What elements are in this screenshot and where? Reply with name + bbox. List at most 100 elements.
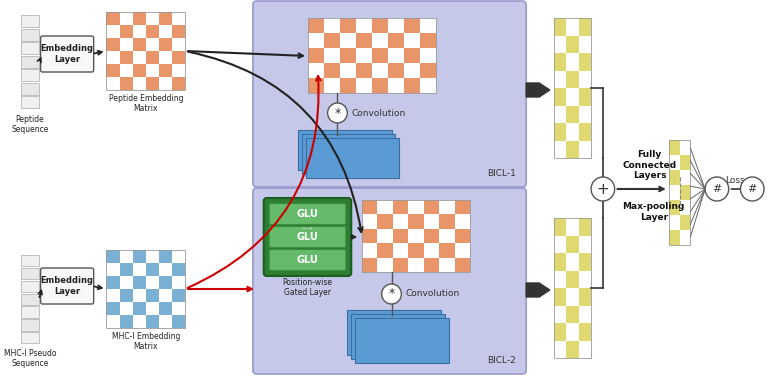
Bar xyxy=(172,302,185,315)
Bar xyxy=(566,53,578,70)
Bar xyxy=(133,315,146,328)
Bar xyxy=(393,229,409,243)
Bar xyxy=(133,276,146,289)
Bar xyxy=(409,243,424,258)
Bar xyxy=(424,215,439,229)
Bar xyxy=(669,140,680,155)
Bar xyxy=(362,229,378,243)
Bar xyxy=(554,70,566,88)
Bar xyxy=(308,33,324,48)
Circle shape xyxy=(705,177,729,201)
Bar xyxy=(578,305,591,323)
Bar xyxy=(372,78,388,93)
Bar xyxy=(578,123,591,141)
Bar xyxy=(566,218,578,235)
Bar xyxy=(388,33,404,48)
Bar xyxy=(554,218,566,235)
Bar xyxy=(356,63,372,78)
Bar xyxy=(146,77,159,90)
Bar xyxy=(554,141,566,158)
Bar xyxy=(578,253,591,271)
Bar xyxy=(107,38,120,51)
Bar xyxy=(324,18,340,33)
Bar xyxy=(669,230,680,245)
Bar xyxy=(21,56,38,68)
Bar xyxy=(21,69,38,81)
Bar xyxy=(133,263,146,276)
Bar xyxy=(362,258,378,272)
Bar xyxy=(133,38,146,51)
FancyBboxPatch shape xyxy=(253,188,526,374)
Bar xyxy=(107,64,120,77)
Bar xyxy=(372,33,388,48)
Bar xyxy=(21,319,38,330)
Bar xyxy=(455,200,470,215)
Bar xyxy=(455,229,470,243)
Bar xyxy=(159,302,172,315)
Bar xyxy=(133,289,146,302)
Bar xyxy=(340,48,356,63)
Bar xyxy=(21,332,38,343)
Bar xyxy=(21,255,38,266)
Bar xyxy=(439,229,455,243)
Bar xyxy=(388,18,404,33)
Bar xyxy=(566,271,578,288)
Bar xyxy=(424,200,439,215)
Bar xyxy=(554,105,566,123)
Bar xyxy=(455,215,470,229)
Bar xyxy=(578,271,591,288)
Bar xyxy=(424,243,439,258)
Bar xyxy=(566,70,578,88)
Bar xyxy=(356,78,372,93)
Bar xyxy=(172,315,185,328)
Bar xyxy=(172,25,185,38)
FancyBboxPatch shape xyxy=(263,198,351,276)
Bar xyxy=(388,78,404,93)
FancyBboxPatch shape xyxy=(269,227,346,247)
Bar xyxy=(554,305,566,323)
Text: Max-pooling
Layer: Max-pooling Layer xyxy=(623,202,685,222)
Bar xyxy=(554,235,566,253)
Bar xyxy=(120,38,133,51)
Bar xyxy=(554,53,566,70)
Text: Embedding
Layer: Embedding Layer xyxy=(41,276,94,296)
Bar xyxy=(159,25,172,38)
Bar xyxy=(120,250,133,263)
Bar xyxy=(107,77,120,90)
Bar xyxy=(455,258,470,272)
Bar xyxy=(404,33,420,48)
Bar xyxy=(388,63,404,78)
Bar xyxy=(554,18,566,36)
Text: Embedding
Layer: Embedding Layer xyxy=(41,44,94,64)
Bar xyxy=(302,134,396,174)
Bar xyxy=(146,263,159,276)
Bar xyxy=(356,48,372,63)
Bar xyxy=(159,12,172,25)
Bar xyxy=(21,294,38,305)
Bar xyxy=(340,18,356,33)
Bar xyxy=(146,64,159,77)
FancyArrow shape xyxy=(526,283,550,297)
Bar xyxy=(362,215,378,229)
Bar xyxy=(308,18,435,93)
Bar xyxy=(578,235,591,253)
Bar xyxy=(146,289,159,302)
Bar xyxy=(298,130,392,170)
Bar xyxy=(120,315,133,328)
Text: GLU: GLU xyxy=(296,209,319,219)
Bar xyxy=(107,51,120,64)
Bar xyxy=(554,218,591,358)
Bar xyxy=(133,250,146,263)
Bar xyxy=(159,276,172,289)
Bar xyxy=(146,315,159,328)
Bar xyxy=(107,12,120,25)
Bar xyxy=(107,289,120,302)
Bar xyxy=(133,302,146,315)
Bar xyxy=(566,253,578,271)
Bar xyxy=(159,64,172,77)
Bar xyxy=(133,64,146,77)
Bar xyxy=(578,340,591,358)
Bar xyxy=(146,302,159,315)
Bar xyxy=(409,200,424,215)
Text: Peptide
Sequence: Peptide Sequence xyxy=(11,115,48,135)
